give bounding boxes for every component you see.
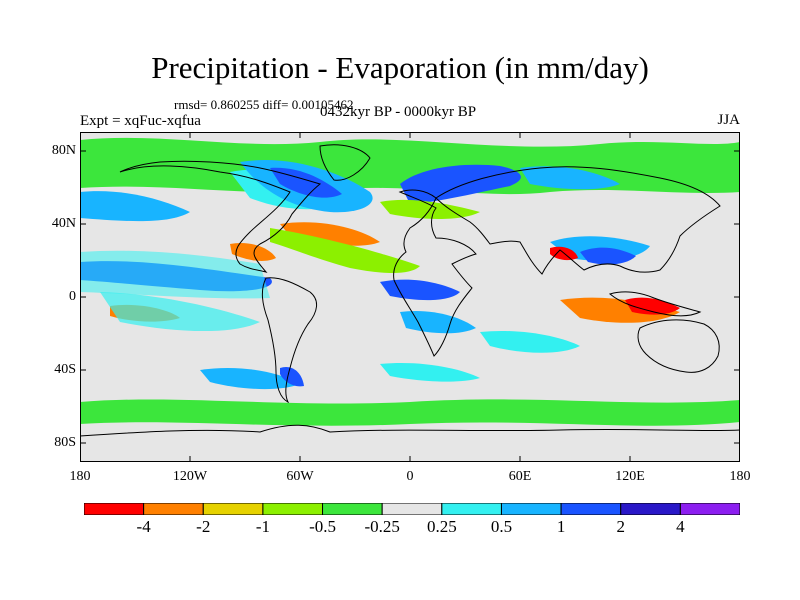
- field-siberia-blue: [520, 166, 620, 190]
- field-south-atlantic-blue: [400, 310, 476, 334]
- coast-north-america: [119, 160, 322, 274]
- field-indonesia-red: [625, 297, 680, 315]
- colorbar-swatch: [202, 503, 264, 515]
- period-label: 0432kyr BP - 0000kyr BP: [320, 104, 477, 120]
- lat-label-80n: 80N: [51, 143, 76, 158]
- field-central-america-orange: [230, 242, 276, 261]
- colorbar-swatch: [500, 503, 562, 515]
- lon-label-120w: 120W: [172, 469, 208, 484]
- experiment-label: Expt = xqFuc-xqfua: [80, 113, 201, 129]
- coast-greenland: [319, 144, 371, 181]
- field-south-indian-cyan: [480, 330, 580, 353]
- stats-label: rmsd= 0.860255 diff= 0.00105462: [174, 97, 354, 112]
- colorbar-swatch: [322, 503, 383, 515]
- colorbar: [84, 503, 740, 515]
- field-africa-blue: [380, 279, 460, 301]
- field-north-atlantic-orange: [280, 222, 380, 246]
- colorbar-swatch: [381, 503, 443, 515]
- colorbar-label: 4: [676, 517, 685, 536]
- lat-label-40s: 40S: [54, 362, 76, 377]
- lon-label-180w: 180: [69, 469, 91, 484]
- colorbar-swatch: [84, 503, 145, 515]
- plot-title: Precipitation - Evaporation (in mm/day): [151, 50, 649, 85]
- colorbar-swatch: [560, 503, 622, 515]
- lat-label-0: 0: [69, 289, 76, 304]
- colorbar-label: 0.5: [490, 517, 513, 536]
- lon-label-180e: 180: [729, 469, 751, 484]
- axis-ticks: [80, 132, 740, 462]
- colorbar-label: -4: [136, 517, 151, 536]
- colorbar-swatch: [441, 503, 502, 515]
- coast-australia: [637, 319, 720, 373]
- lat-label-40n: 40N: [51, 216, 76, 231]
- field-indian-ocean-orange: [560, 297, 680, 323]
- colorbar-label: -0.5: [309, 517, 336, 536]
- colorbar-label: -1: [255, 517, 270, 536]
- lon-label-60e: 60E: [508, 469, 532, 484]
- colorbar-label: -0.25: [364, 517, 400, 536]
- colorbar-swatch: [620, 503, 681, 515]
- field-tropical-pacific-cyan: [80, 250, 270, 299]
- colorbar-swatch: [262, 503, 324, 515]
- colorbar-label: 1: [556, 517, 566, 536]
- field-south-pacific-cyan: [100, 292, 260, 332]
- lon-label-60w: 60W: [286, 469, 314, 484]
- colorbar-label: -2: [196, 517, 211, 536]
- field-antarctic-cyan: [380, 362, 480, 382]
- field-asia-monsoon-dark: [580, 247, 636, 265]
- field-atlantic-green-band: [270, 228, 420, 273]
- colorbar-swatch: [679, 503, 740, 515]
- colorbar-label: 2: [616, 517, 625, 536]
- lon-label-0: 0: [406, 469, 414, 484]
- world-map: [80, 132, 740, 462]
- field-north-pacific-blue: [80, 191, 190, 222]
- lat-label-80s: 80S: [54, 435, 76, 450]
- coast-south-america: [261, 277, 317, 404]
- colorbar-swatch: [143, 503, 204, 515]
- lon-label-120e: 120E: [615, 469, 645, 484]
- field-south-america-dark: [280, 366, 304, 387]
- coast-indonesia: [608, 291, 702, 317]
- colorbar-label: 0.25: [426, 517, 457, 536]
- field-southern-ocean-blue: [200, 367, 300, 390]
- coast-asia: [435, 166, 721, 275]
- coastlines: [80, 144, 740, 437]
- field-southern-ocean-green: [80, 399, 740, 426]
- season-label: JJA: [717, 112, 740, 128]
- coast-antarctica: [80, 424, 740, 437]
- coast-europe-africa: [393, 189, 477, 357]
